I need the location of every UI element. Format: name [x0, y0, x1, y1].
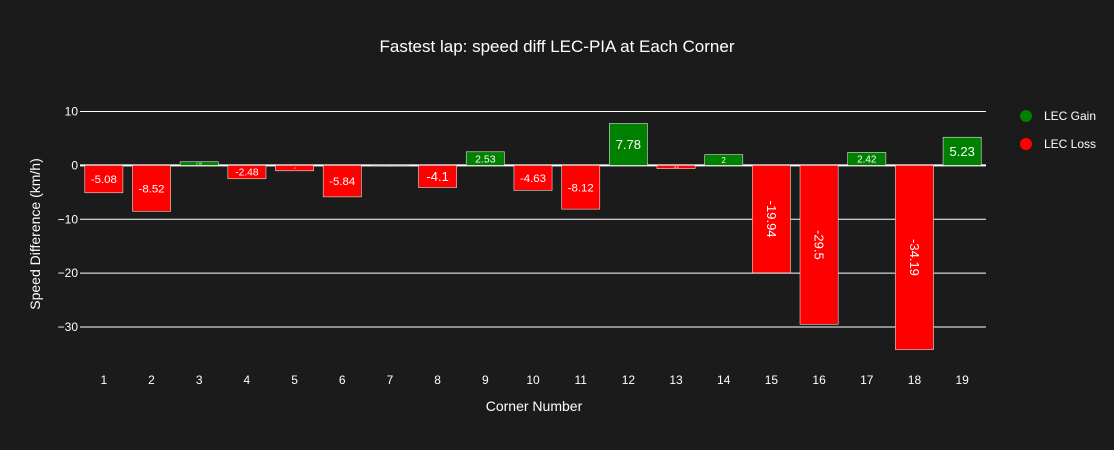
bar-corner-2[interactable]: [132, 165, 171, 212]
bar-corner-7[interactable]: [370, 165, 410, 167]
bar-corner-8[interactable]: [418, 165, 458, 188]
bar-value-label: 0: [389, 163, 391, 167]
x-tick-label: 16: [812, 373, 826, 387]
x-tick-label: 4: [244, 373, 251, 387]
bar-value-label: 2.42: [857, 154, 876, 165]
bar-value-label: -4.63: [520, 173, 546, 185]
bar-value-label: 0.68: [196, 162, 202, 166]
bar-corner-16[interactable]: [799, 165, 839, 325]
bar-value-label: 5.23: [950, 144, 975, 159]
y-tick-labels: 10 0 −10 −20 −30: [58, 105, 79, 334]
bar-value-label: 2: [722, 156, 726, 165]
bar-corner-6[interactable]: [322, 165, 362, 198]
legend-item-gain[interactable]: LEC Gain: [1020, 109, 1096, 123]
y-tick-label: −10: [58, 212, 79, 226]
x-tick-label: 15: [765, 373, 779, 387]
x-tick-label: 3: [196, 373, 203, 387]
bar-value-label: -1: [293, 166, 296, 170]
bar-corner-14[interactable]: [704, 154, 744, 166]
bar-corner-9[interactable]: [465, 151, 505, 166]
bar-value-label: -29.5: [812, 230, 827, 260]
x-tick-label: 2: [148, 373, 155, 387]
bar-value-label: -2.48: [235, 168, 259, 179]
x-tick-label: 11: [574, 373, 587, 387]
x-tick-label: 13: [669, 373, 683, 387]
bar-corner-18[interactable]: [895, 165, 934, 350]
bar-corner-5[interactable]: [275, 165, 314, 172]
x-tick-label: 9: [482, 373, 489, 387]
bars: [84, 123, 982, 350]
legend-item-loss[interactable]: LEC Loss: [1020, 137, 1096, 151]
x-tick-label: 19: [955, 373, 969, 387]
bar-value-label: 7.78: [616, 137, 641, 152]
x-tick-label: 6: [339, 373, 346, 387]
legend-gain-marker: [1020, 110, 1032, 122]
bar-corner-11[interactable]: [561, 165, 601, 210]
x-tick-labels: 1 2 3 4 5 6 7 8 9 10 11 12 13 14 15 16 17 18 19: [100, 373, 969, 387]
y-axis-title: Speed Difference (km/h): [27, 158, 43, 309]
legend[interactable]: LEC Gain LEC Loss: [1020, 109, 1096, 151]
bar-corner-3[interactable]: [179, 161, 219, 166]
legend-gain-label: LEC Gain: [1044, 109, 1096, 123]
y-tick-label: −30: [58, 320, 79, 334]
bar-value-label: -0.6: [673, 165, 679, 169]
y-tick-label: 10: [65, 105, 79, 119]
x-tick-label: 17: [860, 373, 874, 387]
bar-value-label: -8.52: [139, 183, 165, 195]
bar-corner-4[interactable]: [227, 165, 267, 180]
x-tick-label: 12: [622, 373, 636, 387]
bar-corner-19[interactable]: [942, 136, 982, 166]
bar-corner-1[interactable]: [84, 165, 124, 194]
x-tick-label: 18: [908, 373, 922, 387]
gridlines: [80, 111, 986, 328]
y-tick-label: 0: [71, 158, 78, 172]
x-tick-label: 7: [387, 373, 394, 387]
bar-value-label: 2.53: [475, 153, 496, 165]
chart-title: Fastest lap: speed diff LEC-PIA at Each …: [380, 37, 735, 56]
x-tick-label: 10: [526, 373, 540, 387]
x-axis-title: Corner Number: [486, 398, 583, 414]
bar-corner-15[interactable]: [752, 165, 791, 274]
bar-value-label: -8.12: [568, 182, 594, 194]
bar-labels: -5.08 -8.52 0.68 -2.48 -1 -5.84 0 -4.1 2.53 -4.63…: [91, 137, 975, 276]
bar-value-label: -34.19: [907, 239, 922, 276]
bar-value-label: -5.08: [91, 174, 117, 186]
bar-corner-17[interactable]: [847, 152, 887, 166]
x-tick-label: 8: [434, 373, 441, 387]
bar-corner-12[interactable]: [608, 123, 648, 166]
x-tick-label: 5: [291, 373, 298, 387]
bar-value-label: -4.1: [426, 169, 448, 184]
y-tick-label: −20: [58, 266, 79, 280]
legend-loss-label: LEC Loss: [1044, 137, 1096, 151]
bar-value-label: -5.84: [329, 176, 355, 188]
x-tick-label: 1: [100, 373, 107, 387]
bar-corner-13[interactable]: [656, 165, 696, 169]
x-tick-label: 14: [717, 373, 731, 387]
legend-loss-marker: [1020, 138, 1032, 150]
bar-corner-10[interactable]: [513, 165, 553, 191]
bar-value-label: -19.94: [764, 201, 779, 238]
